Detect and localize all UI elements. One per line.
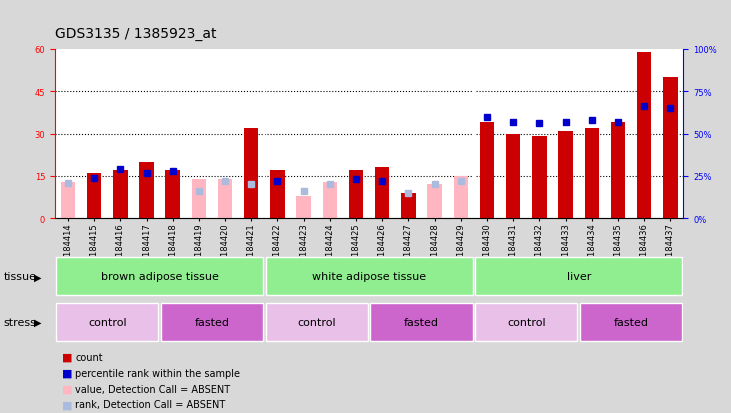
- Bar: [532, 137, 547, 219]
- Bar: [61, 182, 75, 219]
- Bar: [113, 171, 127, 219]
- Text: ■: ■: [62, 368, 72, 378]
- Text: ▶: ▶: [34, 272, 42, 282]
- Bar: [218, 179, 232, 219]
- Text: ■: ■: [62, 399, 72, 409]
- Bar: [297, 196, 311, 219]
- Bar: [270, 171, 284, 219]
- Bar: [506, 134, 520, 219]
- Text: value, Detection Call = ABSENT: value, Detection Call = ABSENT: [75, 384, 230, 394]
- Bar: [56, 303, 159, 341]
- Text: GDS3135 / 1385923_at: GDS3135 / 1385923_at: [55, 27, 216, 41]
- Bar: [475, 303, 577, 341]
- Text: control: control: [298, 317, 336, 327]
- Bar: [475, 258, 682, 296]
- Text: rank, Detection Call = ABSENT: rank, Detection Call = ABSENT: [75, 399, 226, 409]
- Text: ■: ■: [62, 352, 72, 362]
- Bar: [558, 131, 573, 219]
- Text: stress: stress: [4, 317, 37, 327]
- Bar: [371, 303, 473, 341]
- Bar: [244, 128, 259, 219]
- Bar: [480, 123, 494, 219]
- Bar: [165, 171, 180, 219]
- Bar: [585, 128, 599, 219]
- Bar: [56, 258, 263, 296]
- Text: tissue: tissue: [4, 272, 37, 282]
- Bar: [161, 303, 263, 341]
- Bar: [454, 177, 468, 219]
- Bar: [375, 168, 390, 219]
- Text: percentile rank within the sample: percentile rank within the sample: [75, 368, 240, 378]
- Bar: [322, 182, 337, 219]
- Text: ▶: ▶: [34, 317, 42, 327]
- Bar: [611, 123, 625, 219]
- Bar: [637, 52, 651, 219]
- Bar: [87, 174, 102, 219]
- Text: brown adipose tissue: brown adipose tissue: [101, 272, 219, 282]
- Text: fasted: fasted: [194, 317, 230, 327]
- Text: ■: ■: [62, 384, 72, 394]
- Bar: [428, 185, 442, 219]
- Bar: [663, 78, 678, 219]
- Text: liver: liver: [567, 272, 591, 282]
- Bar: [401, 193, 416, 219]
- Bar: [192, 179, 206, 219]
- Text: control: control: [88, 317, 126, 327]
- Text: fasted: fasted: [613, 317, 648, 327]
- Text: control: control: [507, 317, 545, 327]
- Text: white adipose tissue: white adipose tissue: [312, 272, 426, 282]
- Text: count: count: [75, 352, 103, 362]
- Bar: [580, 303, 682, 341]
- Bar: [349, 171, 363, 219]
- Text: fasted: fasted: [404, 317, 439, 327]
- Bar: [265, 303, 368, 341]
- Bar: [140, 162, 154, 219]
- Bar: [265, 258, 473, 296]
